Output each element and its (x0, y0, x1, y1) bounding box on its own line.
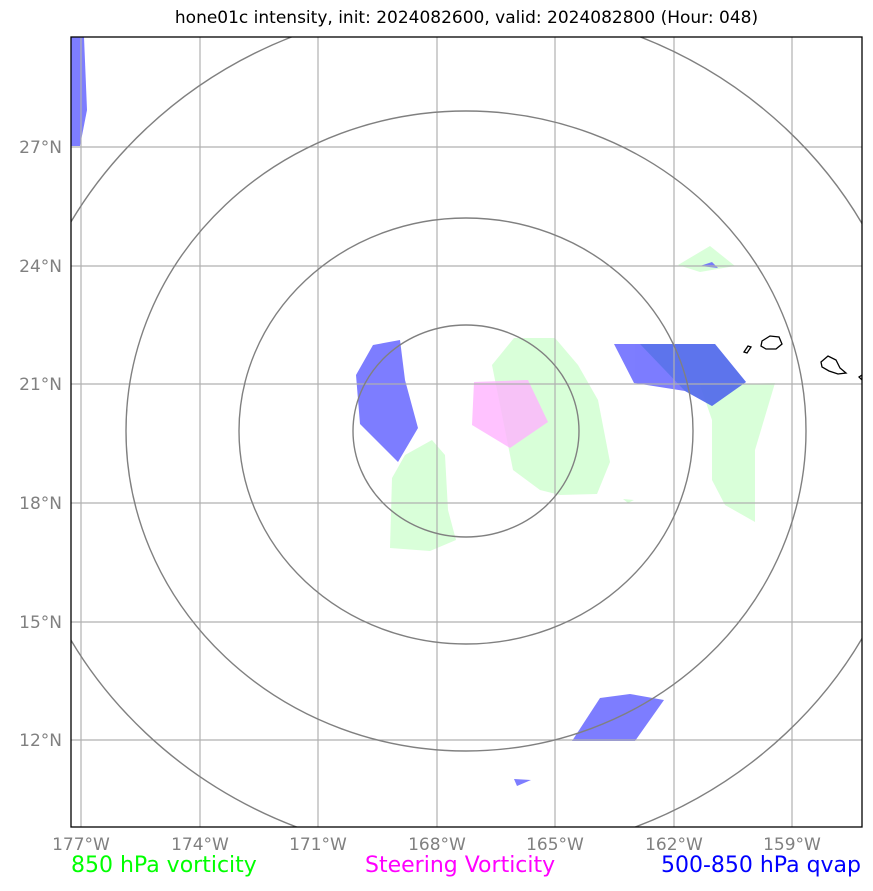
range-ring-1 (352, 324, 580, 538)
coastlines (742, 335, 862, 381)
gridlines (71, 37, 862, 827)
steering-vorticity-contours (472, 380, 548, 448)
lat-label: 24°N (19, 257, 62, 277)
lon-label: 159°W (763, 835, 821, 855)
qvap-patch-west (356, 340, 418, 462)
qvap-patch-left-edge (71, 37, 87, 146)
island-kauai (760, 335, 783, 350)
steering-patch (472, 380, 548, 448)
lat-label: 21°N (19, 375, 62, 395)
lon-label: 174°W (171, 835, 229, 855)
qvap-contours (71, 37, 746, 786)
lon-label: 177°W (52, 835, 110, 855)
island-molokai-edge (857, 374, 862, 381)
lon-label: 168°W (408, 835, 466, 855)
vort850-patch-east (700, 383, 775, 522)
range-rings (71, 37, 862, 827)
lat-label: 15°N (19, 613, 62, 633)
island-oahu (820, 355, 848, 375)
vort850-contours (390, 246, 775, 551)
lat-labels: 27°N 24°N 21°N 18°N 15°N 12°N (19, 138, 62, 751)
vort850-speck (623, 499, 634, 503)
plot-title: hone01c intensity, init: 2024082600, val… (174, 8, 759, 28)
vort850-patch-north (678, 246, 735, 272)
qvap-speck-south (514, 779, 531, 786)
range-ring-3 (125, 110, 807, 752)
lon-label: 162°W (645, 835, 703, 855)
legend-vort850: 850 hPa vorticity (71, 853, 257, 878)
legend-qvap: 500-850 hPa qvap (660, 853, 861, 878)
lat-label: 27°N (19, 138, 62, 158)
lat-label: 18°N (19, 494, 62, 514)
legend-steering: Steering Vorticity (365, 853, 556, 878)
vort850-patch-west (390, 440, 456, 551)
lon-label: 171°W (289, 835, 347, 855)
qvap-overlap-patch (640, 344, 746, 406)
plot-frame (70, 36, 863, 828)
lon-label: 165°W (526, 835, 584, 855)
lat-label: 12°N (19, 731, 62, 751)
island-niihau (742, 345, 753, 354)
vort850-patch-center (492, 338, 610, 495)
lon-labels: 177°W 174°W 171°W 168°W 165°W 162°W 159°… (52, 835, 821, 855)
range-ring-2 (238, 217, 694, 645)
